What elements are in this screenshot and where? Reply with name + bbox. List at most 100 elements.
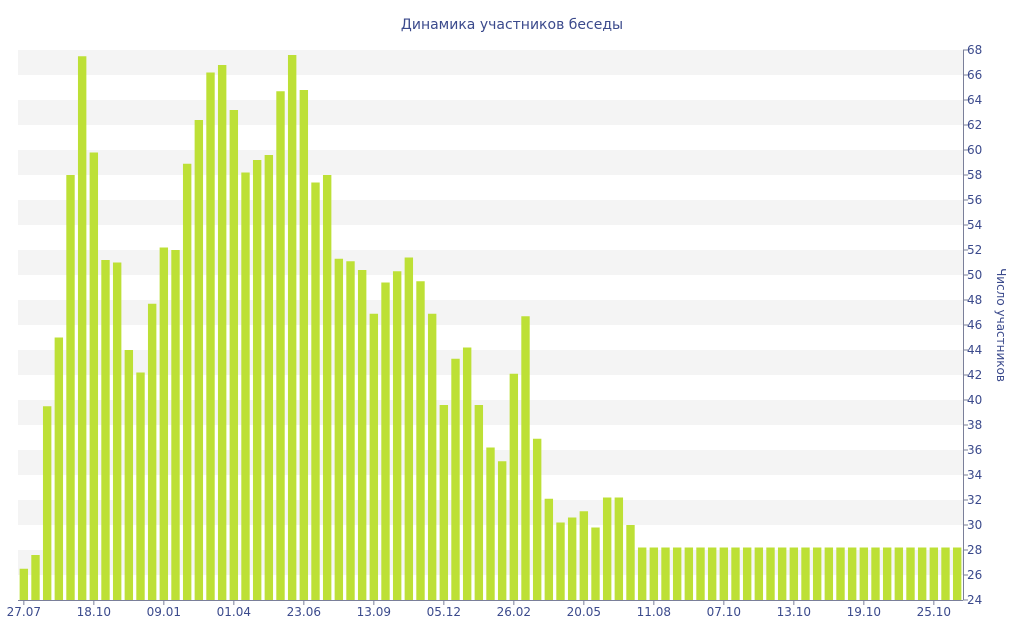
bar[interactable] bbox=[591, 527, 600, 601]
bar[interactable] bbox=[859, 547, 869, 601]
bar[interactable] bbox=[847, 547, 857, 601]
x-tick-label: 23.06 bbox=[287, 605, 321, 619]
bar[interactable] bbox=[474, 405, 484, 600]
bar[interactable] bbox=[696, 547, 705, 601]
bar[interactable] bbox=[112, 262, 122, 601]
bar[interactable] bbox=[614, 497, 624, 601]
bar[interactable] bbox=[521, 316, 530, 600]
x-tick-label: 27.07 bbox=[7, 605, 41, 619]
bar[interactable] bbox=[462, 347, 472, 601]
bar[interactable] bbox=[252, 160, 262, 600]
bar[interactable] bbox=[451, 358, 460, 600]
bar[interactable] bbox=[917, 547, 927, 601]
y-tick-label: 30 bbox=[967, 518, 982, 532]
bar[interactable] bbox=[77, 56, 87, 600]
bar[interactable] bbox=[322, 175, 332, 600]
bar[interactable] bbox=[882, 547, 892, 601]
x-tick-label: 09.01 bbox=[147, 605, 181, 619]
bar[interactable] bbox=[684, 547, 694, 601]
bar[interactable] bbox=[392, 271, 402, 600]
bar[interactable] bbox=[929, 547, 939, 601]
bar[interactable] bbox=[672, 547, 682, 601]
bar[interactable] bbox=[626, 525, 635, 600]
bar[interactable] bbox=[54, 337, 64, 601]
bar[interactable] bbox=[567, 517, 577, 601]
bar[interactable] bbox=[777, 547, 787, 601]
bar[interactable] bbox=[89, 152, 99, 601]
bar[interactable] bbox=[101, 260, 110, 600]
bar[interactable] bbox=[532, 438, 542, 600]
bar[interactable] bbox=[229, 110, 239, 600]
bar[interactable] bbox=[556, 522, 565, 601]
bar[interactable] bbox=[346, 261, 355, 600]
bar[interactable] bbox=[789, 547, 799, 601]
bar[interactable] bbox=[369, 313, 379, 600]
bar[interactable] bbox=[276, 91, 285, 600]
bar[interactable] bbox=[719, 547, 729, 601]
bar[interactable] bbox=[182, 163, 192, 600]
bar[interactable] bbox=[602, 497, 612, 601]
bar[interactable] bbox=[579, 511, 589, 600]
bar[interactable] bbox=[42, 406, 52, 600]
bar[interactable] bbox=[742, 547, 752, 601]
bar[interactable] bbox=[894, 547, 904, 601]
bar[interactable] bbox=[544, 498, 554, 600]
y-tick-label: 62 bbox=[967, 118, 982, 132]
bar[interactable] bbox=[299, 90, 309, 600]
x-tick-label: 05.12 bbox=[427, 605, 461, 619]
bar[interactable] bbox=[766, 547, 775, 601]
bar[interactable] bbox=[871, 547, 880, 601]
bar[interactable] bbox=[66, 175, 75, 600]
bar[interactable] bbox=[147, 303, 157, 600]
bar[interactable] bbox=[941, 547, 950, 601]
bar[interactable] bbox=[136, 372, 145, 601]
bar[interactable] bbox=[707, 547, 717, 601]
bar[interactable] bbox=[649, 547, 659, 601]
bar[interactable] bbox=[159, 247, 169, 601]
bar[interactable] bbox=[194, 120, 204, 600]
bar[interactable] bbox=[731, 547, 740, 601]
x-tick-label: 13.10 bbox=[777, 605, 811, 619]
bar[interactable] bbox=[31, 555, 40, 600]
bar[interactable] bbox=[416, 281, 425, 600]
y-tick-labels: 24 26 28 30 32 34 36 38 40 42 44 46 48 50 52 54 56 58 60 62… bbox=[963, 43, 982, 607]
bar[interactable] bbox=[241, 172, 250, 601]
bar[interactable] bbox=[381, 282, 390, 601]
y-tick-label: 24 bbox=[967, 593, 982, 607]
y-tick-label: 38 bbox=[967, 418, 982, 432]
bar[interactable] bbox=[952, 547, 962, 601]
bar[interactable] bbox=[404, 257, 414, 601]
bar[interactable] bbox=[497, 461, 507, 600]
bar[interactable] bbox=[206, 72, 215, 601]
bar[interactable] bbox=[637, 547, 647, 601]
y-tick-label: 32 bbox=[967, 493, 982, 507]
bar[interactable] bbox=[171, 250, 180, 600]
bar[interactable] bbox=[486, 447, 495, 601]
x-tick-label: 26.02 bbox=[497, 605, 531, 619]
y-tick-label: 64 bbox=[967, 93, 982, 107]
bar[interactable] bbox=[124, 350, 134, 600]
bar[interactable] bbox=[427, 313, 437, 600]
bar[interactable] bbox=[824, 547, 834, 601]
bar[interactable] bbox=[439, 405, 449, 600]
bar[interactable] bbox=[19, 568, 29, 600]
bar[interactable] bbox=[661, 547, 670, 601]
y-tick-label: 40 bbox=[967, 393, 982, 407]
bar[interactable] bbox=[217, 65, 227, 600]
bar[interactable] bbox=[311, 182, 320, 601]
bar[interactable] bbox=[906, 547, 915, 601]
bar[interactable] bbox=[801, 547, 810, 601]
bar[interactable] bbox=[812, 547, 822, 601]
bar[interactable] bbox=[357, 270, 367, 600]
y-tick-label: 60 bbox=[967, 143, 982, 157]
x-tick-label: 18.10 bbox=[77, 605, 111, 619]
bar[interactable] bbox=[287, 55, 297, 600]
bar[interactable] bbox=[754, 547, 764, 601]
x-tick-label: 13.09 bbox=[357, 605, 391, 619]
y-tick-label: 56 bbox=[967, 193, 982, 207]
bar[interactable] bbox=[836, 547, 845, 601]
bar[interactable] bbox=[509, 373, 519, 600]
bar[interactable] bbox=[264, 155, 274, 600]
y-tick-label: 66 bbox=[967, 68, 982, 82]
bar[interactable] bbox=[334, 258, 344, 600]
